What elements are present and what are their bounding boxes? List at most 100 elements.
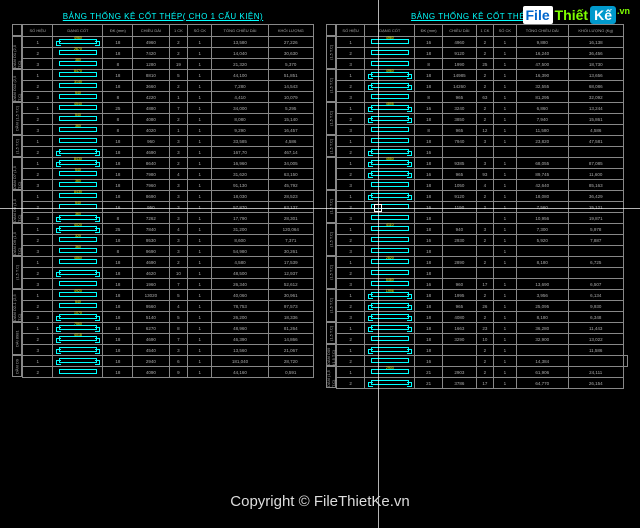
- cell-id: 2: [337, 268, 365, 279]
- cell-value: 18: [103, 169, 133, 180]
- cell-rebar-shape: 2670: [53, 48, 103, 59]
- rebar-shape-icon: 4960: [371, 72, 409, 77]
- rebar-shape-icon: [371, 83, 409, 88]
- cell-value: 18: [103, 136, 133, 147]
- cell-value: 18: [103, 257, 133, 268]
- cell-value: 1: [494, 213, 516, 224]
- cell-rebar-shape: [365, 59, 415, 70]
- cell-value: 1: [494, 301, 516, 312]
- rebar-shape-icon: 2903: [371, 369, 409, 374]
- table-row: 1189603133,5854,586: [23, 136, 314, 147]
- cell-value: 2: [476, 37, 493, 48]
- cell-rebar-shape: [365, 235, 415, 246]
- rebar-shape-icon: 1070: [59, 314, 97, 319]
- cell-rebar-shape: [365, 81, 415, 92]
- cell-value: 3: [169, 191, 188, 202]
- table-row: 3360872623117,79028,301: [23, 213, 314, 224]
- cell-value: 8,080: [212, 114, 268, 125]
- cell-rebar-shape: 4960: [365, 37, 415, 48]
- rebar-dimension: 4540: [74, 102, 82, 106]
- cell-value: 3,956: [516, 290, 568, 301]
- cell-value: 26,340: [212, 279, 268, 290]
- cell-value: 11,586: [568, 345, 623, 356]
- cell-value: 68,086: [568, 81, 623, 92]
- cell-id: 3: [23, 345, 53, 356]
- cell-id: 3: [23, 213, 53, 224]
- cell-value: 0,591: [268, 367, 313, 378]
- cell-value: 18: [415, 345, 443, 356]
- cell-value: 1: [494, 81, 516, 92]
- cell-value: 30,961: [268, 290, 313, 301]
- cell-value: 28,301: [268, 213, 313, 224]
- rebar-shape-icon: [59, 270, 97, 275]
- cell-value: 48,960: [212, 323, 268, 334]
- cell-value: [476, 147, 493, 158]
- table-row: 318110,95619,871: [337, 213, 628, 224]
- rebar-shape-icon: 4550: [371, 160, 409, 165]
- cell-value: 1990: [442, 59, 476, 70]
- cell-id: 1: [337, 345, 365, 356]
- rebar-shape-icon: [371, 182, 409, 187]
- rebar-dimension: 4020: [74, 223, 82, 227]
- cell-value: 18: [415, 312, 443, 323]
- cell-value: 3: [169, 246, 188, 257]
- group-label: DẦM D9: [12, 355, 22, 377]
- cell-value: 1: [494, 37, 516, 48]
- cell-value: 18: [415, 213, 443, 224]
- cell-value: 11,580: [516, 125, 568, 136]
- cell-value: 1: [188, 367, 212, 378]
- cell-value: 10: [476, 334, 493, 345]
- cell-value: 10: [169, 268, 188, 279]
- cell-rebar-shape: [365, 213, 415, 224]
- cell-value: 42,640: [516, 180, 568, 191]
- cell-value: 16: [415, 147, 443, 158]
- rebar-shape-icon: [371, 215, 409, 220]
- cell-value: 2: [169, 81, 188, 92]
- cell-value: 4690: [133, 147, 169, 158]
- cell-value: 16: [415, 37, 443, 48]
- cell-value: 25: [476, 59, 493, 70]
- cell-value: 27,226: [268, 37, 313, 48]
- cell-value: 14,040: [212, 48, 268, 59]
- table-row: 175601862708148,96081,264: [23, 323, 314, 334]
- cell-value: 15,140: [268, 114, 313, 125]
- cell-value: [494, 268, 516, 279]
- cell-value: 2: [169, 37, 188, 48]
- table-row: 11879403123,82047,581: [337, 136, 628, 147]
- cell-id: 2: [23, 147, 53, 158]
- cell-value: 8,600: [212, 235, 268, 246]
- cell-value: 1: [188, 213, 212, 224]
- cell-value: 4: [169, 224, 188, 235]
- rebar-shape-icon: [371, 303, 409, 308]
- rebar-dimension: 4960: [386, 69, 394, 73]
- watermark-logo: File Thiết Kế .vn: [523, 6, 631, 24]
- cell-value: 26: [476, 301, 493, 312]
- cell-value: 18: [103, 158, 133, 169]
- cell-rebar-shape: [53, 279, 103, 290]
- cell-value: 1: [494, 367, 516, 378]
- cell-value: 87,085: [568, 158, 623, 169]
- cell-id: 2: [23, 169, 53, 180]
- group-label: DẦM D1 (2,5 T.C): [12, 36, 22, 69]
- rebar-shape-icon: [59, 369, 97, 374]
- rebar-dimension: 2670: [74, 47, 82, 51]
- cell-value: 7,371: [268, 235, 313, 246]
- cell-value: 32,092: [568, 92, 623, 103]
- cell-value: 48,500: [212, 268, 268, 279]
- rebar-shape-icon: 540: [59, 116, 97, 121]
- rebar-shape-icon: [371, 270, 409, 275]
- cell-value: 18: [415, 114, 443, 125]
- cell-value: 940: [442, 224, 476, 235]
- cell-value: 4,586: [268, 136, 313, 147]
- cell-value: 7,280: [212, 81, 268, 92]
- rebar-shape-icon: 3140: [59, 83, 97, 88]
- cell-value: 33,585: [212, 136, 268, 147]
- cad-drawing-canvas[interactable]: File Thiết Kế .vn BẢNG THỐNG KÊ CỐT THÉP…: [0, 0, 640, 528]
- cell-id: 2: [23, 114, 53, 125]
- cell-rebar-shape: [365, 312, 415, 323]
- rebar-dimension: 4920: [74, 289, 82, 293]
- cell-value: 7: [169, 334, 188, 345]
- cell-value: 2: [476, 191, 493, 202]
- table-row: 3360896903154,98030,261: [23, 246, 314, 257]
- cell-id: 1: [23, 323, 53, 334]
